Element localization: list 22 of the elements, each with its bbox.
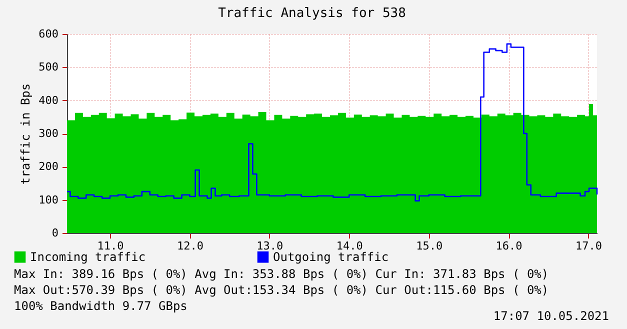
y-tick-label: 600	[38, 28, 58, 40]
y-axis-title: traffic in Bps	[18, 83, 33, 185]
y-tick-label: 200	[38, 160, 58, 174]
x-tick-label: 15.0	[416, 240, 443, 252]
text: 17:07 10.05.2021	[493, 309, 609, 323]
text: 100% Bandwidth 9.77 GBps	[14, 299, 188, 313]
y-tick-label: 100	[38, 193, 58, 206]
text: Max In: 389.16 Bps ( 0%) Avg In: 353.88 Bps ( 0%) Cur In: 371.83 Bps ( 0%)	[14, 267, 549, 281]
y-tick-label: 400	[38, 94, 58, 107]
x-tick-label: 17.0	[575, 240, 602, 252]
x-tick-label: 12.0	[176, 240, 204, 252]
x-tick-label: 13.0	[256, 240, 284, 252]
y-tick-label: 0	[52, 226, 58, 240]
chart-title: Traffic Analysis for 538	[218, 6, 406, 21]
text: Max Out:570.39 Bps ( 0%) Avg Out:153.34 Bps ( 0%) Cur Out:115.60 Bps ( 0%)	[14, 283, 549, 297]
x-tick-label: 11.0	[97, 240, 124, 252]
y-tick-label: 300	[38, 127, 58, 140]
legend-label: Incoming traffic	[30, 250, 146, 264]
x-tick-label: 16.0	[496, 240, 522, 252]
legend-label: Outgoing traffic	[273, 250, 389, 264]
y-tick-label: 500	[38, 60, 58, 74]
x-tick-label: 14.0	[336, 240, 363, 252]
